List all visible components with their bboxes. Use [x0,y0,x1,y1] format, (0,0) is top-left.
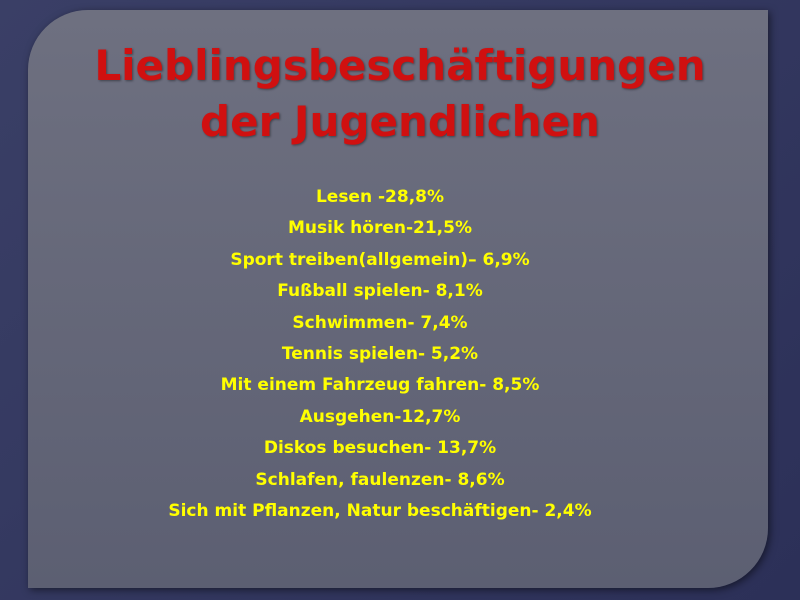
list-item: Mit einem Fahrzeug fahren- 8,5% [220,375,540,396]
list-item: Ausgehen-12,7% [299,406,461,427]
list-item: Diskos besuchen- 13,7% [263,438,497,459]
title-line: der Jugendlichen [200,97,600,146]
list-item: Sport treiben(allgemein)– 6,9% [230,249,530,270]
panel [28,10,768,588]
list-item: Tennis spielen- 5,2% [281,344,479,365]
list-item: Schlafen, faulenzen- 8,6% [255,469,505,490]
list-item: Schwimmen- 7,4% [292,312,468,333]
title-line: Lieblingsbeschäftigungen [94,41,706,90]
list-item: Fußball spielen- 8,1% [277,281,483,302]
list-item: Lesen -28,8% [315,187,445,207]
list-item: Musik hören-21,5% [287,218,473,239]
item-list: Lesen -28,8% Musik hören-21,5% Sport treib… [0,182,760,527]
title: Lieblingsbeschäftigungen der Jugendlichen [0,38,800,150]
list-item: Sich mit Pflanzen, Natur beschäftigen- 2… [168,501,592,522]
